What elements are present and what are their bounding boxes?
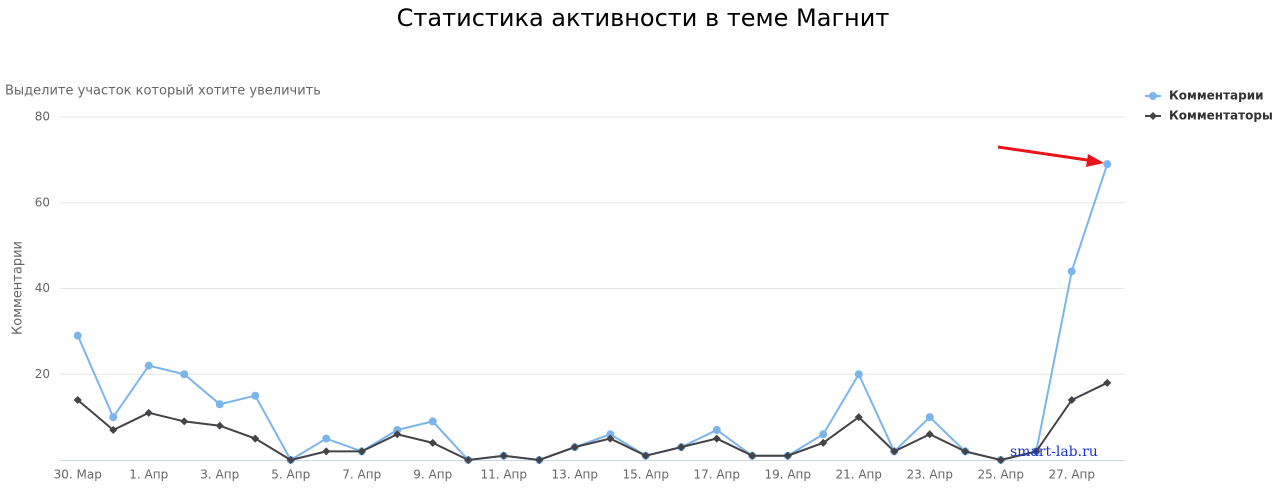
data-point	[606, 430, 615, 439]
x-tick-label: 3. Апр	[200, 468, 239, 482]
data-point	[570, 443, 579, 452]
annotation-arrow	[997, 145, 1104, 167]
data-point	[1067, 267, 1076, 276]
data-point	[677, 443, 686, 452]
legend-label: Комментаторы	[1169, 109, 1273, 123]
data-point	[144, 408, 153, 417]
legend-label: Комментарии	[1169, 89, 1264, 103]
data-point	[712, 434, 721, 443]
data-point	[322, 447, 331, 456]
data-point	[215, 400, 224, 409]
data-point	[73, 395, 82, 404]
data-point	[854, 413, 863, 422]
x-tick-label: 23. Апр	[906, 468, 953, 482]
data-point	[215, 421, 224, 430]
data-point	[393, 430, 402, 439]
x-tick-label: 27. Апр	[1048, 468, 1095, 482]
x-tick-label: 25. Апр	[977, 468, 1024, 482]
data-point	[109, 413, 118, 422]
data-point	[499, 451, 508, 460]
x-tick-label: 1. Апр	[129, 468, 168, 482]
y-tick-label: 60	[35, 195, 50, 209]
data-point	[322, 434, 331, 443]
data-point	[428, 438, 437, 447]
x-tick-label: 5. Апр	[271, 468, 310, 482]
data-point	[748, 451, 757, 460]
data-point	[712, 425, 721, 434]
data-point	[890, 447, 899, 456]
data-point	[393, 425, 402, 434]
zoom-hint: Выделите участок который хотите увеличит…	[5, 84, 321, 99]
data-point	[464, 456, 473, 464]
series-line	[77, 381, 1108, 462]
legend-item: Комментарии	[1145, 89, 1264, 103]
x-tick-label: 7. Апр	[342, 468, 381, 482]
data-point	[357, 447, 366, 456]
data-point	[606, 434, 615, 443]
data-point	[1103, 378, 1112, 387]
data-point	[1032, 447, 1041, 456]
data-point	[428, 417, 437, 426]
data-point	[73, 331, 82, 340]
data-point	[854, 370, 863, 379]
x-tick-label: 15. Апр	[622, 468, 669, 482]
data-point	[180, 370, 189, 379]
data-point	[641, 451, 650, 460]
series-line	[76, 163, 1109, 462]
x-tick-label: 21. Апр	[835, 468, 882, 482]
data-point	[961, 447, 970, 456]
x-tick-label: 30. Мар	[54, 468, 102, 482]
x-tick-label: 9. Апр	[413, 468, 452, 482]
legend-item: Комментаторы	[1145, 109, 1273, 123]
y-tick-label: 20	[35, 367, 50, 381]
x-tick-label: 11. Апр	[480, 468, 527, 482]
legend-marker	[1149, 112, 1157, 120]
data-point	[819, 438, 828, 447]
x-tick-label: 17. Апр	[693, 468, 740, 482]
data-point	[535, 456, 544, 464]
data-point	[783, 451, 792, 460]
data-point	[925, 430, 934, 439]
x-tick-label: 19. Апр	[764, 468, 811, 482]
data-point	[109, 425, 118, 434]
data-point	[180, 417, 189, 426]
data-point	[925, 413, 934, 422]
data-point	[996, 456, 1005, 464]
x-tick-label: 13. Апр	[551, 468, 598, 482]
data-point	[1103, 160, 1112, 169]
chart-title: Статистика активности в теме Магнит	[397, 4, 890, 32]
y-tick-label: 40	[35, 281, 50, 295]
data-point	[286, 456, 295, 464]
y-tick-label: 80	[35, 110, 50, 124]
data-point	[819, 430, 828, 439]
data-point	[1067, 395, 1076, 404]
watermark: smart-lab.ru	[1010, 444, 1098, 460]
data-point	[251, 434, 260, 443]
legend-marker	[1149, 92, 1157, 100]
data-point	[144, 361, 153, 370]
y-axis-title: Комментарии	[11, 241, 26, 335]
data-point	[251, 391, 260, 400]
